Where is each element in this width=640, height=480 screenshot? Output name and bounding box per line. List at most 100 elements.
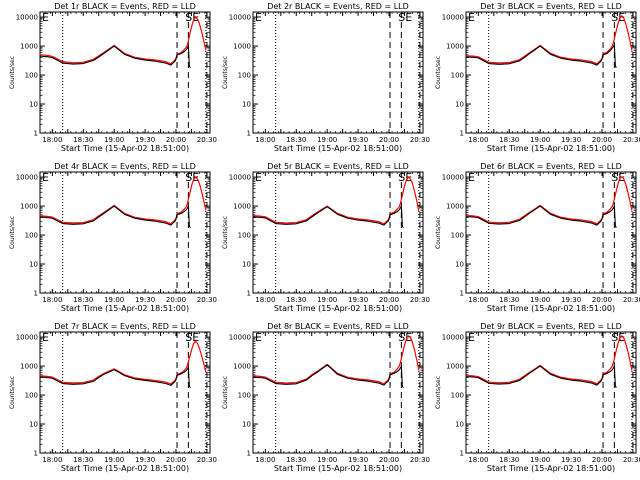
x-tick-label: 19:00	[530, 136, 550, 144]
panel-title: Det 6r BLACK = Events, RED = LLD	[480, 162, 622, 171]
x-tick-label: 18:30	[286, 296, 306, 304]
y-tick-label: 10	[242, 261, 251, 269]
plot-frame	[252, 171, 424, 294]
x-tick-label: 19:30	[135, 456, 155, 464]
events-series-line	[465, 205, 617, 228]
marker-label-se: SE	[611, 171, 625, 184]
detector-panel: Det 5r BLACK = Events, RED = LLD 1 10 100 10…	[222, 162, 430, 313]
x-axis-label: Start Time (15-Apr-02 18:51:00)	[274, 144, 402, 153]
x-tick-label: 20:00	[166, 136, 186, 144]
y-tick-label: 1	[460, 450, 464, 458]
x-tick-label: 19:30	[348, 136, 368, 144]
y-tick-label: 10	[455, 421, 464, 429]
y-tick-label: 1000	[446, 363, 464, 371]
y-axis-label: Counts/sec	[9, 216, 16, 249]
x-tick-label: 18:30	[73, 136, 93, 144]
x-tick-label: 18:30	[499, 296, 519, 304]
lld-series-line	[465, 15, 633, 65]
y-tick-label: 1000	[20, 203, 38, 211]
x-tick-label: 19:00	[104, 456, 124, 464]
plot-frame	[39, 11, 211, 134]
x-tick-label: 20:00	[379, 456, 399, 464]
plot-frame	[465, 11, 637, 134]
plot-frame	[252, 331, 424, 454]
y-axis-label: Counts/sec	[222, 56, 229, 89]
y-tick-label: 1000	[233, 43, 251, 51]
x-axis-label: Start Time (15-Apr-02 18:51:00)	[487, 464, 615, 473]
x-tick-label: 18:30	[286, 456, 306, 464]
panel-title: Det 1r BLACK = Events, RED = LLD	[54, 2, 196, 11]
y-tick-label: 10	[29, 421, 38, 429]
x-axis-label: Start Time (15-Apr-02 18:51:00)	[61, 304, 189, 313]
x-tick-label: 18:00	[468, 296, 488, 304]
x-tick-label: 19:30	[348, 456, 368, 464]
x-tick-label: 18:00	[255, 456, 275, 464]
y-tick-label: 100	[451, 232, 464, 240]
x-axis-label: Start Time (15-Apr-02 18:51:00)	[487, 144, 615, 153]
y-tick-label: 100	[238, 72, 251, 80]
events-series-line	[465, 44, 617, 68]
events-series-line	[465, 365, 617, 388]
marker-label-se: SE	[185, 11, 199, 24]
y-tick-label: 1000	[233, 363, 251, 371]
x-tick-label: 20:30	[623, 136, 640, 144]
y-tick-label: 10000	[229, 334, 251, 342]
events-series-line	[39, 366, 191, 388]
x-tick-label: 19:30	[348, 296, 368, 304]
x-tick-label: 20:00	[592, 456, 612, 464]
marker-label-e: E	[255, 11, 262, 24]
y-tick-label: 1	[34, 290, 38, 298]
x-tick-label: 18:00	[255, 296, 275, 304]
x-tick-label: 19:30	[561, 456, 581, 464]
plot-frame	[465, 171, 637, 294]
marker-label-e: E	[468, 11, 475, 24]
x-tick-label: 18:30	[286, 136, 306, 144]
y-tick-label: 10000	[442, 174, 464, 182]
lld-series-line	[39, 176, 207, 225]
events-series-line	[39, 45, 191, 68]
x-tick-label: 19:00	[317, 136, 337, 144]
marker-label-e: E	[468, 171, 475, 184]
y-tick-label: 10000	[16, 334, 38, 342]
y-tick-label: 10000	[16, 174, 38, 182]
y-axis-label: Counts/sec	[9, 376, 16, 409]
marker-label-se: SE	[398, 331, 412, 344]
x-tick-label: 20:30	[623, 456, 640, 464]
plot-frame	[39, 171, 211, 294]
x-tick-label: 20:00	[379, 136, 399, 144]
plot-frame	[39, 331, 211, 454]
y-tick-label: 10	[455, 101, 464, 109]
lld-series-line	[252, 335, 420, 385]
detector-panel: Det 9r BLACK = Events, RED = LLD 1 10 100 10…	[435, 322, 640, 473]
panel-title: Det 3r BLACK = Events, RED = LLD	[480, 2, 622, 11]
marker-label-se: SE	[398, 171, 412, 184]
x-tick-label: 20:30	[197, 136, 217, 144]
y-axis-label: Counts/sec	[222, 376, 229, 409]
x-tick-label: 18:00	[468, 456, 488, 464]
y-tick-label: 10	[455, 261, 464, 269]
lld-series-line	[39, 17, 207, 65]
x-tick-label: 19:00	[530, 296, 550, 304]
x-tick-label: 19:30	[561, 136, 581, 144]
x-tick-label: 18:30	[499, 136, 519, 144]
x-tick-label: 19:30	[135, 136, 155, 144]
x-tick-label: 19:00	[530, 456, 550, 464]
x-tick-label: 20:00	[379, 296, 399, 304]
y-tick-label: 1	[34, 130, 38, 138]
x-tick-label: 19:30	[561, 296, 581, 304]
x-tick-label: 20:30	[410, 296, 430, 304]
x-axis-label: Start Time (15-Apr-02 18:51:00)	[274, 464, 402, 473]
detector-panel: Det 1r BLACK = Events, RED = LLD 1 10 100 10…	[9, 2, 217, 153]
y-tick-label: 1	[460, 130, 464, 138]
lld-series-line	[39, 340, 207, 385]
panel-title: Det 4r BLACK = Events, RED = LLD	[54, 162, 196, 171]
x-tick-label: 18:30	[73, 296, 93, 304]
x-axis-label: Start Time (15-Apr-02 18:51:00)	[274, 304, 402, 313]
y-tick-label: 10000	[229, 174, 251, 182]
marker-label-e: E	[255, 331, 262, 344]
y-tick-label: 10000	[442, 14, 464, 22]
x-axis-label: Start Time (15-Apr-02 18:51:00)	[487, 304, 615, 313]
detector-panel: Det 6r BLACK = Events, RED = LLD 1 10 100 10…	[435, 162, 640, 313]
y-axis-label: Counts/sec	[435, 216, 442, 249]
